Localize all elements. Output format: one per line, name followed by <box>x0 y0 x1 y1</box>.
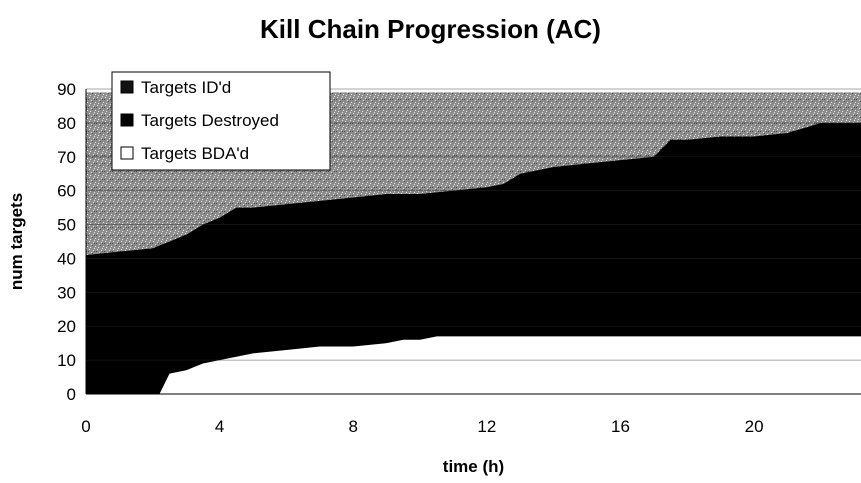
y-axis-label: num targets <box>7 193 26 290</box>
legend-label: Targets BDA'd <box>141 144 249 163</box>
y-tick-label: 0 <box>67 385 76 404</box>
x-tick-label: 20 <box>745 417 764 436</box>
legend-label: Targets Destroyed <box>141 111 279 130</box>
y-tick-label: 20 <box>57 317 76 336</box>
legend-swatch <box>120 113 134 127</box>
legend-box <box>111 71 331 171</box>
y-tick-label: 70 <box>57 148 76 167</box>
x-axis-label: time (h) <box>443 457 504 476</box>
legend-label: Targets ID'd <box>141 78 231 97</box>
y-tick-label: 30 <box>57 283 76 302</box>
x-tick-label: 8 <box>349 417 358 436</box>
chart-title: Kill Chain Progression (AC) <box>260 14 601 44</box>
area-targets-bdad <box>86 336 861 394</box>
x-tick-label: 4 <box>215 417 224 436</box>
legend-swatch <box>120 80 134 94</box>
y-tick-label: 10 <box>57 351 76 370</box>
y-tick-label: 50 <box>57 216 76 235</box>
x-tick-label: 16 <box>611 417 630 436</box>
y-tick-label: 40 <box>57 249 76 268</box>
y-tick-label: 90 <box>57 80 76 99</box>
legend-swatch <box>120 146 134 160</box>
x-tick-label: 12 <box>477 417 496 436</box>
x-tick-label: 0 <box>81 417 90 436</box>
y-tick-label: 80 <box>57 114 76 133</box>
y-tick-label: 60 <box>57 182 76 201</box>
